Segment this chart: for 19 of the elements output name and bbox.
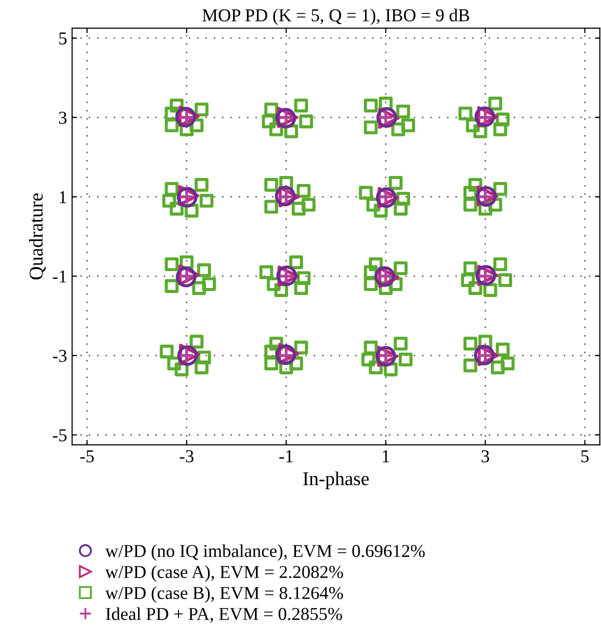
x-axis-title: In-phase bbox=[303, 472, 369, 490]
y-tick-label: 5 bbox=[59, 32, 67, 45]
legend-label: w/PD (case B), EVM = 8.1264% bbox=[105, 586, 343, 603]
y-tick-label: -5 bbox=[52, 429, 67, 442]
y-tick-label: -3 bbox=[52, 350, 67, 362]
x-tick-label: -3 bbox=[180, 450, 194, 462]
x-tick-label: 5 bbox=[581, 450, 589, 462]
x-tick-label: -5 bbox=[80, 450, 94, 462]
y-tick-label: -1 bbox=[52, 270, 66, 282]
x-tick-label: 3 bbox=[482, 450, 490, 462]
legend-label: Ideal PD + PA, EVM = 0.2855% bbox=[106, 607, 342, 623]
x-tick-label: -1 bbox=[279, 450, 293, 462]
x-tick-label: 1 bbox=[382, 450, 390, 462]
legend-label: w/PD (no IQ imbalance), EVM = 0.69612% bbox=[105, 544, 425, 561]
y-axis-title: Quadrature bbox=[29, 193, 46, 280]
y-tick-label: 3 bbox=[59, 112, 67, 124]
y-tick-label: 1 bbox=[60, 191, 66, 204]
chart-title: MOP PD (K = 5, Q = 1), IBO = 9 dB bbox=[202, 8, 470, 26]
legend-label: w/PD (case A), EVM = 2.2082% bbox=[105, 565, 343, 582]
